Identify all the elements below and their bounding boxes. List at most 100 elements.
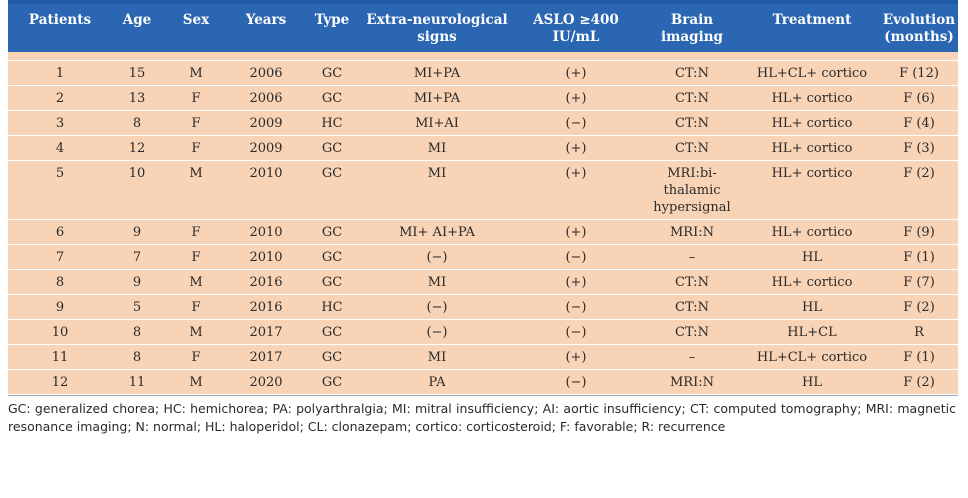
table-cell: 2010 bbox=[249, 250, 283, 265]
table-cell: F (1) bbox=[903, 250, 935, 265]
table-cell: (+) bbox=[565, 141, 587, 156]
table-cell: PA bbox=[428, 375, 446, 390]
table-cell: GC bbox=[321, 325, 343, 340]
table-cell: 6 bbox=[55, 225, 65, 240]
table-cell: 2016 bbox=[249, 300, 283, 315]
table-row: 2 13 F 2006 GC MI+PA (+) CT:N HL+ cortico F (6) bbox=[8, 85, 958, 111]
table-cell: GC bbox=[321, 375, 343, 390]
table-cell: CT:N bbox=[675, 66, 709, 81]
table-cell: CT:N bbox=[675, 116, 709, 131]
table-cell: (+) bbox=[565, 66, 587, 81]
table-row: 9 5 F 2016 HC (−) (−) CT:N HL F (2) bbox=[8, 294, 958, 320]
table-cell: F bbox=[191, 225, 201, 240]
table-cell: 2020 bbox=[249, 375, 283, 390]
table-cell: 2010 bbox=[249, 225, 283, 240]
table-cell: GC bbox=[321, 166, 343, 181]
table-cell: 8 bbox=[132, 325, 142, 340]
table-cell: (−) bbox=[426, 300, 448, 315]
table-cell: HL+CL+ cortico bbox=[756, 66, 868, 81]
table-cell: (−) bbox=[565, 250, 587, 265]
table-body: 1 15 M 2006 GC MI+PA (+) CT:N HL+CL+ cortico F (1… bbox=[8, 52, 958, 395]
table-cell: F (2) bbox=[903, 375, 935, 390]
table-cell: HC bbox=[321, 116, 343, 131]
table-cell: HL bbox=[802, 300, 822, 315]
table-cell: GC bbox=[321, 350, 343, 365]
table-cell: (−) bbox=[565, 325, 587, 340]
table-cell: F bbox=[191, 350, 201, 365]
table-row: 8 9 M 2016 GC MI (+) CT:N HL+ cortico F (7) bbox=[8, 269, 958, 295]
table-cell: 2009 bbox=[249, 116, 283, 131]
table-cell: F bbox=[191, 141, 201, 156]
table-row: 11 8 F 2017 GC MI (+) – HL+CL+ cortico F (1) bbox=[8, 344, 958, 370]
table-cell: MI bbox=[427, 275, 447, 290]
table-cell: F (6) bbox=[903, 91, 935, 106]
table-cell: MI bbox=[427, 141, 447, 156]
table-cell: 7 bbox=[55, 250, 65, 265]
table-cell: 15 bbox=[128, 66, 146, 81]
table-cell: (−) bbox=[426, 250, 448, 265]
table-cell: F (2) bbox=[903, 300, 935, 315]
column-header: Extra-neurological signs bbox=[366, 12, 508, 45]
table-cell: GC bbox=[321, 225, 343, 240]
table-spacer-row bbox=[8, 52, 958, 61]
column-header: Evolution (months) bbox=[882, 12, 956, 45]
table-row: 1 15 M 2006 GC MI+PA (+) CT:N HL+CL+ cortico F (1… bbox=[8, 60, 958, 86]
table-cell: F (4) bbox=[903, 116, 935, 131]
table-cell: 9 bbox=[132, 225, 142, 240]
table-cell: GC bbox=[321, 91, 343, 106]
table-cell: (+) bbox=[565, 91, 587, 106]
table-footnote: GC: generalized chorea; HC: hemichorea; … bbox=[8, 401, 956, 434]
table-cell: GC bbox=[321, 275, 343, 290]
column-header: Treatment bbox=[772, 12, 852, 28]
table-cell: (−) bbox=[426, 325, 448, 340]
table-cell: 5 bbox=[132, 300, 142, 315]
table-cell: GC bbox=[321, 66, 343, 81]
table-cell: 2006 bbox=[249, 91, 283, 106]
table-cell: 10 bbox=[128, 166, 146, 181]
table-cell: F (9) bbox=[903, 225, 935, 240]
table-cell: – bbox=[688, 250, 696, 265]
table-cell: (+) bbox=[565, 275, 587, 290]
table-cell: GC bbox=[321, 250, 343, 265]
table-cell: (+) bbox=[565, 350, 587, 365]
table-cell: MI bbox=[427, 166, 447, 181]
table-cell: 2017 bbox=[249, 350, 283, 365]
table-cell: 8 bbox=[132, 350, 142, 365]
table-cell: F (2) bbox=[903, 166, 935, 181]
table-cell: CT:N bbox=[675, 141, 709, 156]
column-header: Age bbox=[122, 12, 152, 28]
table-cell: M bbox=[189, 66, 203, 81]
table-cell: MI+AI bbox=[415, 116, 459, 131]
table-cell: 13 bbox=[128, 91, 146, 106]
table-cell: M bbox=[189, 166, 203, 181]
table-cell: 2009 bbox=[249, 141, 283, 156]
table-cell: GC bbox=[321, 141, 343, 156]
table-cell: F (1) bbox=[903, 350, 935, 365]
table-cell: MI+ AI+PA bbox=[399, 225, 475, 240]
table-row: 4 12 F 2009 GC MI (+) CT:N HL+ cortico F (3) bbox=[8, 135, 958, 161]
table-cell: F (12) bbox=[899, 66, 939, 81]
column-header: Years bbox=[245, 12, 287, 28]
table-cell: MI+PA bbox=[413, 66, 461, 81]
table-cell: 2016 bbox=[249, 275, 283, 290]
table-cell: HL+CL+ cortico bbox=[756, 350, 868, 365]
table-cell: 8 bbox=[55, 275, 65, 290]
table-cell: 3 bbox=[55, 116, 65, 131]
table-cell: F (7) bbox=[903, 275, 935, 290]
table-cell: (+) bbox=[565, 166, 587, 181]
table-cell: M bbox=[189, 375, 203, 390]
table-cell: F bbox=[191, 300, 201, 315]
document-page: Patients Age Sex Years Type Extra-neurologica… bbox=[8, 0, 958, 436]
table-cell: MRI:N bbox=[670, 375, 714, 390]
table-cell: F (3) bbox=[903, 141, 935, 156]
table-cell: 4 bbox=[55, 141, 65, 156]
table-cell: M bbox=[189, 275, 203, 290]
table-cell: 5 bbox=[55, 166, 65, 181]
table-cell: 8 bbox=[132, 116, 142, 131]
column-header: Sex bbox=[182, 12, 210, 28]
column-header: ASLO ≥400 IU/mL bbox=[533, 12, 619, 45]
table-cell: 9 bbox=[132, 275, 142, 290]
column-header: Type bbox=[314, 12, 350, 28]
table-cell: F bbox=[191, 116, 201, 131]
table-cell: HL+ cortico bbox=[771, 166, 853, 181]
